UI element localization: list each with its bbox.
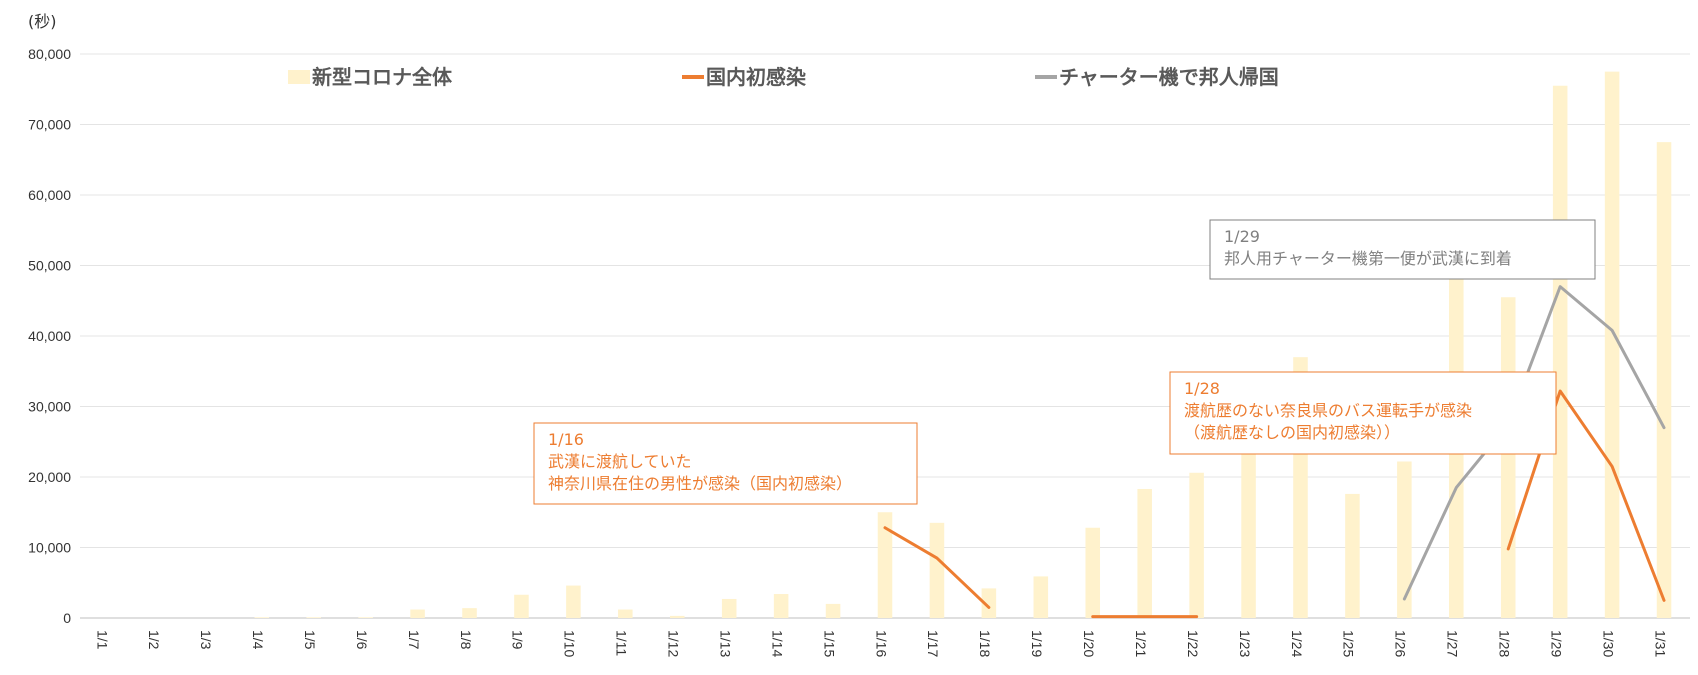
x-tick-label: 1/4 [250,630,266,650]
x-tick-label: 1/13 [717,630,733,657]
x-tick-label: 1/19 [1029,630,1045,657]
bar [1604,71,1620,618]
x-tick-label: 1/28 [1497,630,1513,657]
x-tick-label: 1/12 [666,630,682,657]
bar [1552,85,1568,619]
x-tick-label: 1/9 [510,630,526,650]
x-tick-label: 1/23 [1237,630,1253,657]
x-tick-label: 1/25 [1341,630,1357,657]
legend-label: チャーター機で邦人帰国 [1059,65,1279,89]
x-tick-label: 1/2 [146,630,162,650]
y-axis-unit: (秒) [28,12,57,31]
bar-series [254,71,1672,619]
x-tick-label: 1/15 [821,630,837,657]
line-series [883,285,1666,619]
bar [981,588,997,618]
x-tick-label: 1/8 [458,630,474,650]
x-tick-label: 1/18 [977,630,993,657]
bar [410,609,425,618]
annotation-box [533,422,918,505]
annotation-text: 1/29 [1224,227,1260,246]
bar [254,617,270,618]
bar [306,617,321,618]
gridlines [80,53,1690,619]
x-tick-label: 1/31 [1652,630,1668,657]
bar [566,585,581,618]
bar [1085,527,1101,618]
x-tick-label: 1/26 [1393,630,1409,657]
bar [1345,493,1360,618]
series-line [1506,389,1666,602]
annotation-text: 武漢に渡航していた [548,452,692,471]
annotation-callout: 1/29 邦人用チャーター機第一便が武漢に到着 [1209,219,1596,280]
series-line [1402,285,1666,601]
annotation-text: 神奈川県在住の男性が感染（国内初感染） [548,474,852,493]
x-tick-label: 1/20 [1081,630,1097,657]
annotation-box [1209,219,1596,280]
bar [1189,472,1204,618]
x-tick-label: 1/11 [614,630,630,656]
y-tick-label: 30,000 [28,399,71,415]
y-tick-label: 40,000 [28,328,71,344]
bar [721,598,737,618]
x-tick-label: 1/7 [406,630,422,650]
y-tick-label: 50,000 [28,258,71,274]
y-tick-label: 10,000 [28,540,71,556]
y-tick-label: 70,000 [28,117,71,133]
series-line [883,526,991,609]
annotation-text: （渡航歴なしの国内初感染）） [1184,423,1400,442]
annotation-text: 1/16 [548,430,584,449]
bar [1241,434,1256,618]
x-tick-label: 1/24 [1289,630,1305,657]
x-tick-label: 1/14 [769,630,785,657]
x-tick-label: 1/27 [1445,630,1461,657]
y-tick-label: 0 [63,610,71,626]
bar [514,594,529,618]
legend-label: 国内初感染 [706,65,807,89]
bar [1656,142,1672,618]
annotation-text: 邦人用チャーター機第一便が武漢に到着 [1224,249,1512,268]
x-tick-label: 1/21 [1133,630,1149,657]
bar [773,594,789,618]
annotation-box [1169,371,1557,455]
x-tick-label: 1/30 [1600,630,1616,657]
y-tick-label: 60,000 [28,187,71,203]
x-tick-label: 1/5 [302,630,318,650]
x-tick-label: 1/6 [354,630,370,650]
bar [877,512,893,618]
y-axis: 0 10,000 20,000 30,000 40,000 50,000 60,000 70,… [28,46,71,626]
bar [669,615,685,618]
bar [1397,461,1412,618]
x-tick-label: 1/3 [198,630,214,650]
legend-swatch [288,70,310,84]
x-tick-label: 1/22 [1185,630,1201,657]
y-tick-label: 80,000 [28,46,71,62]
annotation-text: 渡航歴のない奈良県のバス運転手が感染 [1184,401,1472,420]
x-axis: 1/1 1/2 1/3 1/4 1/5 1/6 1/7 1/8 1/9 1/10 1/11 1/12 1… [94,630,1668,657]
bar [1033,576,1049,618]
legend: 新型コロナ全体 国内初感染 チャーター機で邦人帰国 [288,65,1279,89]
bar [618,609,633,618]
bar [929,522,945,618]
x-tick-label: 1/17 [925,630,941,657]
bar [462,608,477,618]
x-tick-label: 1/10 [562,630,578,657]
bar [1137,488,1152,618]
y-tick-label: 20,000 [28,469,71,485]
x-tick-label: 1/16 [873,630,889,657]
x-tick-label: 1/1 [94,630,110,650]
annotation-text: 1/28 [1184,379,1220,398]
bar [825,603,841,618]
bar [358,617,373,618]
annotation-callout: 1/28 渡航歴のない奈良県のバス運転手が感染 （渡航歴なしの国内初感染）） [1169,371,1557,455]
x-tick-label: 1/29 [1548,630,1564,657]
legend-label: 新型コロナ全体 [312,65,453,89]
bar [1500,297,1516,618]
